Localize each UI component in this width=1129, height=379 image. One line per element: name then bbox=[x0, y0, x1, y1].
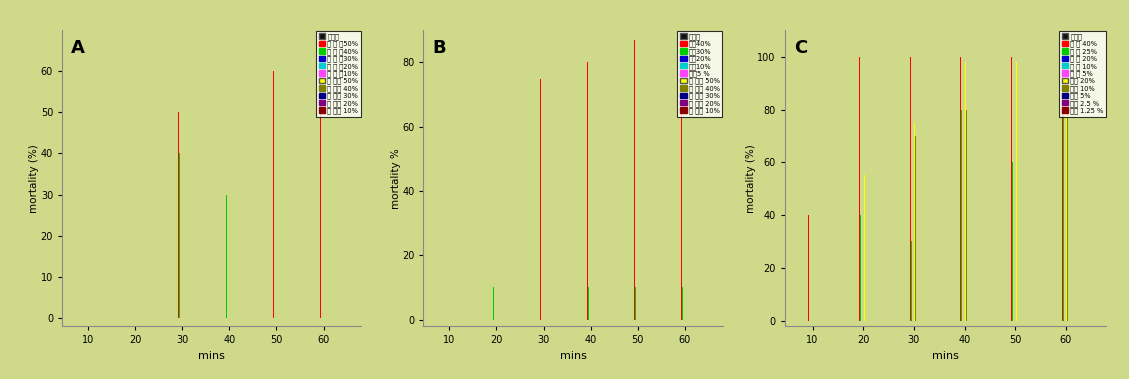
Y-axis label: mortality (%): mortality (%) bbox=[746, 144, 755, 213]
Text: C: C bbox=[795, 39, 807, 57]
Legend: 대조구, 굴 피 40%, 굴 피 25%, 굴 피 20%, 굴 피 10%, 굴 피 5%, 홈글 20%, 홈글 10%, 홈글 5%, 홈글 2.5 %: 대조구, 굴 피 40%, 굴 피 25%, 굴 피 20%, 굴 피 10%,… bbox=[1059, 31, 1106, 117]
Text: A: A bbox=[71, 39, 85, 57]
X-axis label: mins: mins bbox=[560, 351, 586, 360]
Legend: 대조구, 고삼40%, 고삼30%, 고삼20%, 고삼10%, 고삼5 %, 둥 과자 50%, 둥 과자 40%, 둥 과자 30%, 둥 과자 20%, : 대조구, 고삼40%, 고삼30%, 고삼20%, 고삼10%, 고삼5 %, … bbox=[677, 31, 723, 117]
Y-axis label: mortality (%): mortality (%) bbox=[29, 144, 40, 213]
X-axis label: mins: mins bbox=[199, 351, 225, 360]
X-axis label: mins: mins bbox=[933, 351, 959, 360]
Y-axis label: mortality %: mortality % bbox=[391, 148, 401, 208]
Text: B: B bbox=[432, 39, 446, 57]
Legend: 대조구, 자 소 염50%, 자 소 염40%, 자 소 염30%, 자 소 염20%, 자 소 염10%, 금 은화 50%, 금 은화 40%, 금 은화 : 대조구, 자 소 염50%, 자 소 염40%, 자 소 염30%, 자 소 염… bbox=[316, 31, 361, 117]
